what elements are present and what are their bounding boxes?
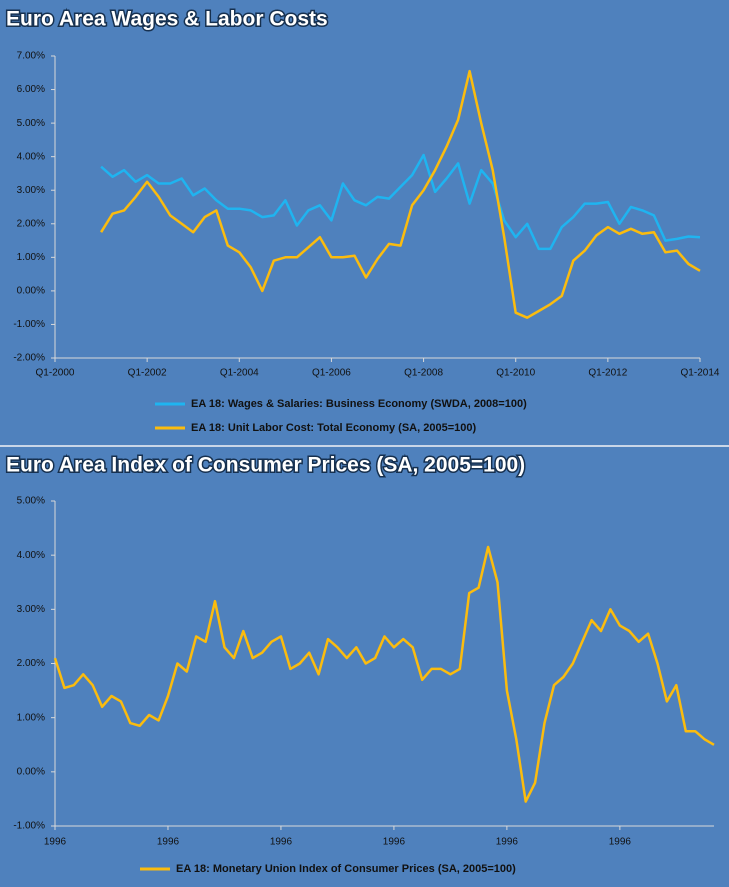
x-tick-label: Q1-2008 — [404, 368, 443, 379]
y-tick-label: 2.00% — [17, 218, 45, 229]
y-tick-label: 3.00% — [17, 185, 45, 196]
y-tick-label: 1.00% — [17, 252, 45, 263]
x-tick-label: 1996 — [609, 837, 632, 848]
series-line — [100, 69, 701, 319]
y-tick-label: -2.00% — [13, 353, 45, 364]
legend-label: EA 18: Unit Labor Cost: Total Economy (S… — [191, 422, 476, 434]
y-tick-label: 3.00% — [17, 604, 45, 615]
y-tick-label: 4.00% — [17, 550, 45, 561]
series-line — [53, 545, 715, 803]
y-tick-label: 7.00% — [17, 51, 45, 62]
y-tick-label: -1.00% — [13, 319, 45, 330]
x-tick-label: Q1-2010 — [496, 368, 535, 379]
x-tick-label: Q1-2014 — [681, 368, 720, 379]
x-tick-label: Q1-2000 — [36, 368, 75, 379]
chart-title: Euro Area Index of Consumer Prices (SA, … — [6, 454, 525, 477]
x-tick-label: 1996 — [496, 837, 519, 848]
y-tick-label: 2.00% — [17, 658, 45, 669]
legend-label: EA 18: Monetary Union Index of Consumer … — [176, 863, 516, 875]
legend-label: EA 18: Wages & Salaries: Business Econom… — [191, 398, 527, 410]
y-tick-label: 1.00% — [17, 712, 45, 723]
y-tick-label: 0.00% — [17, 286, 45, 297]
y-tick-label: 5.00% — [17, 118, 45, 129]
x-tick-label: 1996 — [270, 837, 293, 848]
y-tick-label: 6.00% — [17, 84, 45, 95]
x-tick-label: 1996 — [44, 837, 67, 848]
y-tick-label: 4.00% — [17, 151, 45, 162]
x-tick-label: Q1-2012 — [588, 368, 627, 379]
x-tick-label: Q1-2004 — [220, 368, 259, 379]
x-tick-label: Q1-2002 — [128, 368, 167, 379]
y-tick-label: -1.00% — [13, 821, 45, 832]
x-tick-label: Q1-2006 — [312, 368, 351, 379]
y-tick-label: 0.00% — [17, 766, 45, 777]
x-tick-label: 1996 — [383, 837, 406, 848]
series-line — [100, 153, 701, 251]
y-tick-label: 5.00% — [17, 496, 45, 507]
x-tick-label: 1996 — [157, 837, 180, 848]
chart-title: Euro Area Wages & Labor Costs — [6, 8, 328, 31]
